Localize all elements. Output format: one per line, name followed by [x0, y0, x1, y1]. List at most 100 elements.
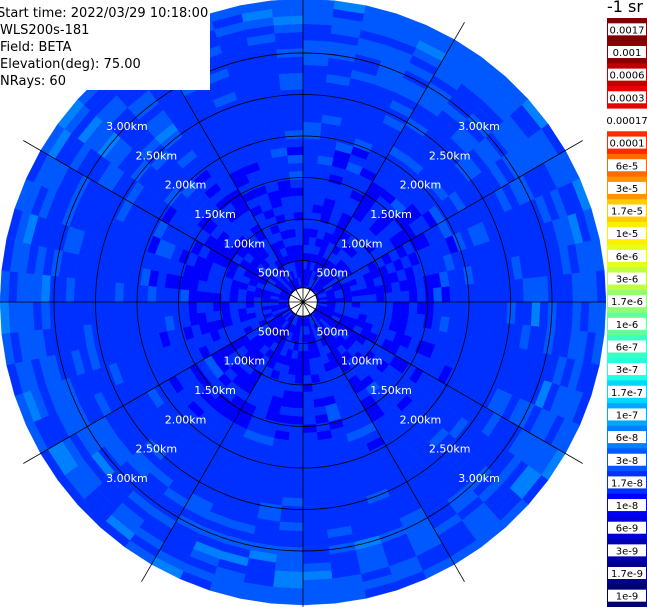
- radar-cell: [114, 282, 125, 303]
- radar-cell: [595, 270, 606, 303]
- radar-cell: [367, 301, 378, 310]
- colorbar-tick-bg: [608, 499, 646, 512]
- radar-cell: [457, 301, 468, 320]
- radar-cell: [106, 301, 116, 323]
- radar-cell: [286, 448, 304, 458]
- azimuth-spoke: [302, 140, 583, 303]
- radar-cell: [204, 291, 214, 303]
- colorbar-tick-label: 0.0017: [610, 25, 645, 36]
- radar-cell: [253, 301, 263, 308]
- radar-cell: [282, 489, 304, 499]
- radar-cell: [295, 236, 304, 246]
- colorbar-tick-label: 6e-7: [616, 342, 639, 353]
- radar-cell: [292, 391, 304, 401]
- radar-cell: [302, 366, 311, 377]
- radar-cell: [245, 301, 255, 309]
- radar-cell: [538, 301, 549, 328]
- range-label: 2.00km: [165, 179, 207, 192]
- radar-cell: [522, 301, 533, 327]
- radar-cell: [277, 64, 304, 75]
- radar-cell: [374, 284, 385, 295]
- radar-cell: [449, 301, 459, 319]
- radar-cell: [366, 286, 377, 296]
- colorbar-tick-bg: [608, 408, 646, 421]
- radar-cell: [302, 137, 321, 148]
- radar-cell: [297, 252, 304, 262]
- radar-cell: [302, 529, 329, 540]
- range-label: 1.50km: [370, 208, 412, 221]
- colorbar-tick-label: 3e-7: [616, 365, 639, 376]
- radar-cell: [287, 440, 304, 450]
- radar-cell: [302, 505, 326, 516]
- radar-cell: [514, 278, 525, 303]
- radar-cell: [343, 296, 353, 303]
- colorbar-tick-label: 0.0006: [610, 71, 645, 82]
- radar-cell: [288, 432, 304, 442]
- radar-cell: [290, 187, 304, 197]
- colorbar-tick-bg: [608, 249, 646, 262]
- radar-cell: [433, 287, 443, 303]
- radar-cell: [281, 96, 304, 107]
- radar-cell: [302, 342, 309, 352]
- radar-cell: [416, 288, 427, 303]
- radar-cell: [302, 146, 320, 156]
- radar-cell: [0, 301, 11, 334]
- radar-cell: [171, 301, 182, 316]
- colorbar-tick-bg: [608, 453, 646, 466]
- colorbar-tick-bg: [608, 181, 646, 194]
- colorbar-tick-label: 1.7e-6: [611, 297, 643, 308]
- colorbar-tick-label: 3e-9: [616, 546, 639, 557]
- radar-cell: [416, 301, 427, 316]
- radar-cell: [283, 113, 304, 124]
- radar-cell: [288, 162, 304, 172]
- radar-cell: [163, 301, 173, 317]
- colorbar-tick-bg: [608, 91, 646, 104]
- radar-cell: [295, 366, 304, 377]
- radar-cell: [188, 301, 198, 315]
- radar-cell: [188, 289, 198, 303]
- range-label: 500m: [316, 325, 348, 338]
- colorbar-tick-bg: [608, 159, 646, 172]
- radar-cell: [291, 399, 304, 409]
- radar-cell: [89, 279, 100, 303]
- radar-cell: [302, 513, 327, 524]
- radar-cell: [506, 279, 517, 303]
- radar-cell: [302, 0, 335, 10]
- radar-cell: [229, 308, 240, 318]
- radar-cell: [302, 456, 321, 467]
- radar-cell: [302, 415, 317, 426]
- radar-cell: [302, 432, 318, 442]
- radar-cell: [302, 96, 325, 107]
- range-label: 2.50km: [429, 149, 471, 162]
- radar-cell: [302, 521, 328, 532]
- radar-cell: [376, 301, 386, 311]
- colorbar-tick-bg: [608, 544, 646, 557]
- radar-cell: [302, 375, 312, 385]
- radar-cell: [302, 162, 318, 172]
- radar-cell: [284, 129, 304, 140]
- radar-cell: [522, 277, 533, 303]
- radar-cell: [302, 423, 317, 434]
- radar-cell: [538, 276, 549, 303]
- radar-cell: [302, 358, 311, 368]
- azimuth-spoke: [141, 301, 304, 582]
- radar-cell: [57, 276, 68, 303]
- radar-cell: [302, 203, 314, 213]
- colorbar-tick-label: 1e-7: [616, 410, 639, 421]
- radar-cell: [481, 282, 492, 303]
- radar-cell: [220, 301, 230, 311]
- radar-cell: [302, 480, 323, 491]
- radar-cell: [179, 288, 190, 303]
- colorbar-tick-label: 6e-9: [616, 524, 639, 535]
- radar-cell: [302, 391, 314, 401]
- radar-cell: [279, 80, 304, 91]
- radar-cell: [327, 298, 337, 303]
- colorbar-tick-bg: [608, 385, 646, 398]
- colorbar-tick-label: 1e-5: [616, 229, 639, 240]
- range-label: 1.00km: [341, 237, 383, 250]
- colorbar-tick-bg: [608, 204, 646, 217]
- radar-cell: [299, 268, 304, 278]
- radar-cell: [81, 301, 92, 326]
- colorbar-tick-label: 1e-6: [616, 320, 639, 331]
- field-text: Field: BETA: [0, 39, 211, 56]
